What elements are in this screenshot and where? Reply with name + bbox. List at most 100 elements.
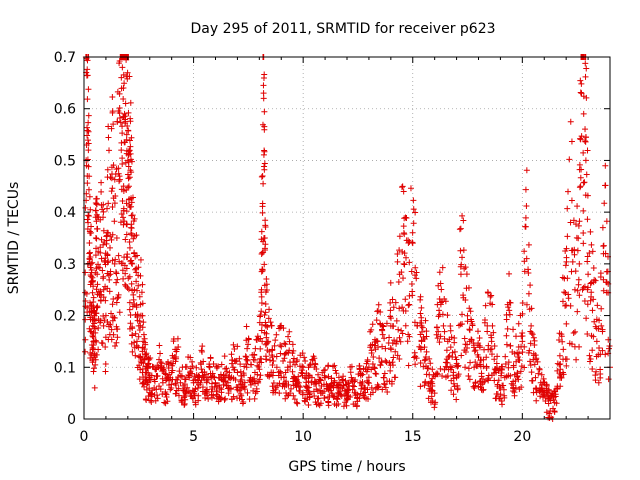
- data-point: [301, 354, 308, 361]
- data-point: [84, 96, 91, 103]
- data-point: [499, 401, 506, 408]
- data-point: [519, 338, 526, 345]
- data-point: [466, 376, 473, 383]
- data-point: [556, 361, 563, 368]
- data-point: [118, 139, 125, 146]
- data-point: [358, 385, 365, 392]
- data-point: [406, 259, 413, 266]
- data-point: [545, 386, 552, 393]
- data-point: [261, 312, 268, 319]
- data-point: [301, 374, 308, 381]
- data-point: [481, 317, 488, 324]
- data-point: [583, 94, 590, 101]
- data-point: [258, 359, 265, 366]
- data-point: [536, 365, 543, 372]
- data-point: [333, 395, 340, 402]
- data-point: [595, 325, 602, 332]
- data-point: [209, 373, 216, 380]
- data-point: [462, 264, 469, 271]
- data-point: [384, 389, 391, 396]
- data-point: [523, 203, 530, 210]
- data-point: [269, 361, 276, 368]
- data-point: [84, 137, 91, 144]
- data-point: [295, 373, 302, 380]
- data-point: [511, 389, 518, 396]
- data-point: [157, 350, 164, 357]
- data-point: [119, 64, 126, 71]
- data-point: [503, 341, 510, 348]
- data-point: [119, 155, 126, 162]
- data-point: [326, 382, 333, 389]
- data-point: [568, 268, 575, 275]
- data-point: [449, 349, 456, 356]
- data-point: [574, 308, 581, 315]
- data-point: [569, 258, 576, 265]
- data-point: [135, 264, 142, 271]
- data-point: [263, 287, 270, 294]
- data-point: [116, 178, 123, 185]
- y-tick-label-0.4: 0.4: [54, 205, 76, 221]
- data-point: [412, 264, 419, 271]
- data-point: [450, 380, 457, 387]
- data-point: [459, 320, 466, 327]
- data-point: [476, 334, 483, 341]
- data-point: [98, 339, 105, 346]
- data-point: [403, 215, 410, 222]
- data-point: [116, 110, 123, 117]
- data-point: [122, 281, 129, 288]
- data-point: [317, 400, 324, 407]
- data-point: [472, 359, 479, 366]
- data-point: [590, 265, 597, 272]
- data-point: [139, 281, 146, 288]
- data-point: [262, 222, 269, 229]
- data-point: [412, 361, 419, 368]
- data-point: [463, 271, 470, 278]
- data-point: [521, 258, 528, 265]
- data-point: [112, 256, 119, 263]
- data-point: [563, 254, 570, 261]
- data-point: [245, 341, 252, 348]
- data-point: [606, 343, 613, 350]
- data-point: [599, 224, 606, 231]
- data-point: [514, 353, 521, 360]
- data-point: [421, 357, 428, 364]
- data-point: [589, 307, 596, 314]
- data-point: [261, 245, 268, 252]
- data-point: [527, 362, 534, 369]
- data-point: [435, 328, 442, 335]
- data-point: [100, 273, 107, 280]
- data-point: [274, 382, 281, 389]
- data-point: [371, 342, 378, 349]
- data-point: [417, 293, 424, 300]
- data-point: [218, 361, 225, 368]
- data-point: [586, 352, 593, 359]
- data-point: [143, 350, 150, 357]
- data-point: [388, 380, 395, 387]
- data-point: [392, 374, 399, 381]
- data-point: [82, 348, 89, 355]
- data-point: [584, 284, 591, 291]
- data-point: [193, 364, 200, 371]
- data-point: [115, 252, 122, 259]
- data-point: [300, 364, 307, 371]
- data-point: [263, 276, 270, 283]
- data-point: [86, 250, 93, 257]
- data-point: [92, 207, 99, 214]
- data-point: [187, 354, 194, 361]
- data-point: [162, 389, 169, 396]
- data-point: [411, 272, 418, 279]
- data-point: [88, 273, 95, 280]
- data-point: [348, 377, 355, 384]
- data-point: [110, 162, 117, 169]
- data-point: [574, 287, 581, 294]
- data-point: [418, 314, 425, 321]
- data-point: [587, 280, 594, 287]
- data-point: [218, 386, 225, 393]
- data-point: [86, 256, 93, 263]
- data-point: [100, 208, 107, 215]
- data-point: [466, 327, 473, 334]
- data-point: [359, 379, 366, 386]
- data-point: [86, 239, 93, 246]
- data-point: [455, 362, 462, 369]
- data-point: [237, 391, 244, 398]
